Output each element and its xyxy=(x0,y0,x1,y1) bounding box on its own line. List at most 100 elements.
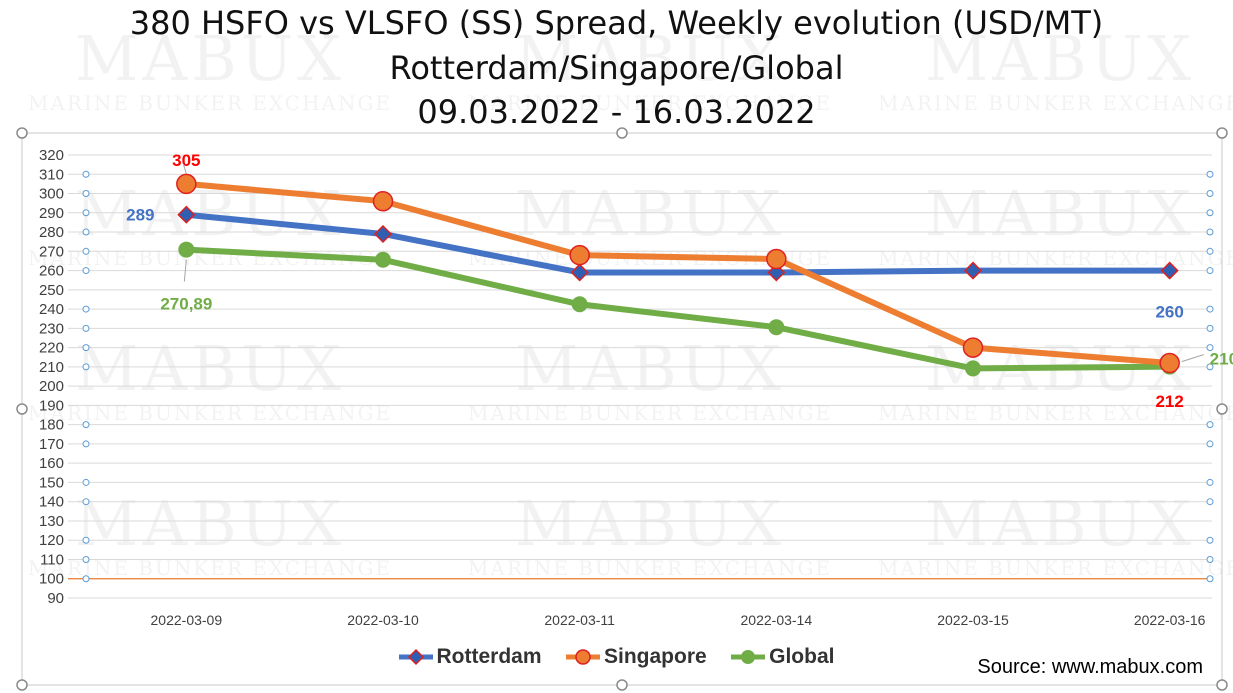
axis-handle xyxy=(82,421,90,429)
y-tick-label: 120 xyxy=(39,532,64,549)
data-point-rotterdam xyxy=(767,263,786,282)
data-label-rotterdam: 260 xyxy=(1155,303,1183,322)
watermark-subtitle: MARINE BUNKER EXCHANGE xyxy=(468,91,832,115)
axis-handle xyxy=(82,324,90,332)
y-tick-label: 170 xyxy=(39,436,64,453)
watermark-subtitle: MARINE BUNKER EXCHANGE xyxy=(28,401,392,425)
y-tick-label: 270 xyxy=(39,243,64,260)
axis-handle xyxy=(1206,247,1214,255)
watermark-logo: MABUX xyxy=(75,22,345,95)
y-tick-label: 320 xyxy=(39,147,64,164)
watermark-logo: MABUX xyxy=(925,177,1195,250)
y-tick-label: 290 xyxy=(39,205,64,222)
axis-handle xyxy=(82,555,90,563)
axis-handle xyxy=(82,363,90,371)
y-tick-label: 230 xyxy=(39,320,64,337)
watermark-logo: MABUX xyxy=(515,22,785,95)
frame-handle xyxy=(16,679,28,691)
axis-handle xyxy=(82,440,90,448)
watermark-subtitle: MARINE BUNKER EXCHANGE xyxy=(28,91,392,115)
y-tick-label: 200 xyxy=(39,378,64,395)
watermark-subtitle: MARINE BUNKER EXCHANGE xyxy=(468,401,832,425)
y-tick-label: 180 xyxy=(39,417,64,434)
axis-handle xyxy=(1206,478,1214,486)
data-point-global xyxy=(965,360,981,377)
y-tick-label: 190 xyxy=(39,397,64,414)
watermark-subtitle: MARINE BUNKER EXCHANGE xyxy=(468,556,832,580)
legend-label-singapore: Singapore xyxy=(603,645,707,668)
axis-handle xyxy=(1206,498,1214,506)
data-point-singapore xyxy=(1159,352,1180,374)
data-point-singapore xyxy=(962,337,984,358)
axis-handle xyxy=(82,344,90,352)
axis-handle xyxy=(82,247,90,255)
watermark-logo: MABUX xyxy=(925,487,1195,560)
frame-handle xyxy=(616,127,628,139)
frame-handle xyxy=(16,127,28,139)
legend-item-singapore: Singapore xyxy=(565,645,707,669)
data-point-singapore xyxy=(569,244,590,266)
watermark-logo: MABUX xyxy=(515,487,785,560)
legend-item-rotterdam: Rotterdam xyxy=(398,645,542,669)
data-point-global xyxy=(571,296,588,313)
data-label-singapore: 212 xyxy=(1155,392,1183,411)
y-tick-label: 110 xyxy=(40,551,64,568)
y-tick-label: 150 xyxy=(39,474,64,491)
axis-handle xyxy=(82,478,90,486)
frame-handle xyxy=(1216,403,1228,415)
watermark-logo: MABUX xyxy=(515,332,785,405)
watermark-logo: MABUX xyxy=(75,177,345,250)
axis-handle xyxy=(1206,267,1214,275)
frame-handle xyxy=(616,679,628,691)
y-tick-label: 260 xyxy=(39,263,64,280)
data-point-rotterdam xyxy=(963,261,983,280)
data-point-global xyxy=(375,251,391,268)
watermark-logo: MABUX xyxy=(515,177,785,250)
data-point-singapore xyxy=(372,190,394,212)
leader-line xyxy=(182,163,187,175)
data-point-rotterdam xyxy=(177,205,196,224)
axis-handle xyxy=(1206,440,1214,448)
watermark-subtitle: MARINE BUNKER EXCHANGE xyxy=(878,246,1233,270)
chart-subtitle-region: Rotterdam/Singapore/Global xyxy=(389,49,844,87)
legend-swatch-rotterdam xyxy=(398,649,433,666)
axis-handle xyxy=(1206,421,1214,429)
data-point-global xyxy=(178,241,195,258)
x-tick-label: 2022-03-14 xyxy=(741,612,813,628)
axis-handle xyxy=(82,228,90,236)
legend-swatch-global xyxy=(731,650,766,665)
source-note: Source: www.mabux.com xyxy=(977,656,1203,678)
watermark-subtitle: MARINE BUNKER EXCHANGE xyxy=(878,556,1233,580)
axis-handle xyxy=(82,575,90,583)
watermark-logo: MABUX xyxy=(925,22,1195,95)
y-tick-label: 140 xyxy=(39,494,64,511)
legend-label-rotterdam: Rotterdam xyxy=(436,645,542,668)
axis-handle xyxy=(1206,324,1214,332)
data-point-rotterdam xyxy=(373,224,393,244)
y-tick-label: 240 xyxy=(39,301,64,318)
axis-handle xyxy=(1206,536,1214,544)
leader-line xyxy=(1181,354,1204,363)
axis-handle xyxy=(1206,209,1214,217)
axis-handle xyxy=(82,498,90,506)
axis-handle xyxy=(82,190,90,198)
frame-handle xyxy=(1216,127,1228,139)
axis-handle xyxy=(82,170,90,178)
x-tick-label: 2022-03-10 xyxy=(347,612,419,628)
y-tick-label: 100 xyxy=(39,571,64,588)
series-line-singapore xyxy=(183,180,1173,367)
y-tick-label: 130 xyxy=(39,513,64,530)
data-label-global: 210,12 xyxy=(1210,350,1233,369)
x-tick-label: 2022-03-09 xyxy=(151,612,223,628)
chart-title: 380 HSFO vs VLSFO (SS) Spread, Weekly ev… xyxy=(129,4,1104,42)
axis-handle xyxy=(1206,555,1214,563)
axis-handle xyxy=(1206,363,1214,371)
axis-handle xyxy=(82,305,90,313)
axis-handle xyxy=(1206,228,1214,236)
y-tick-label: 220 xyxy=(39,340,64,357)
legend-label-global: Global xyxy=(769,645,835,668)
data-point-rotterdam xyxy=(1160,261,1179,280)
chart-subtitle-dates: 09.03.2022 - 16.03.2022 xyxy=(417,93,816,131)
y-tick-label: 310 xyxy=(39,166,64,183)
